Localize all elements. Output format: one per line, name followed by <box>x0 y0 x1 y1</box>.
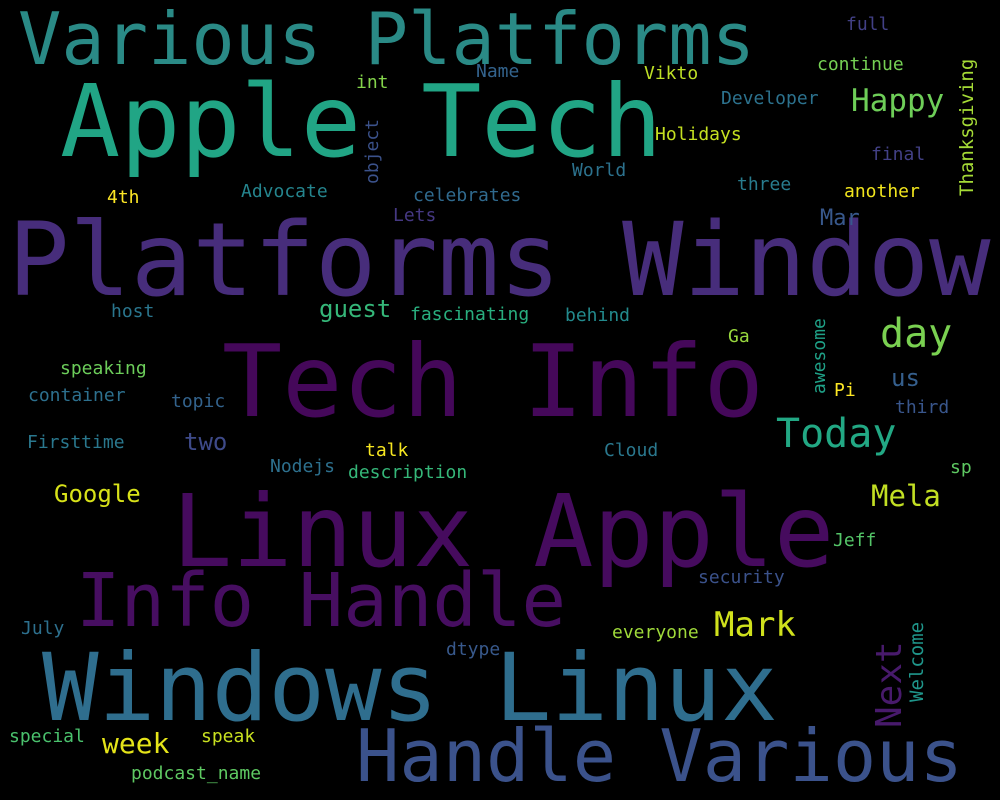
word-jeff: Jeff <box>833 530 877 551</box>
word-holidays: Holidays <box>655 124 742 145</box>
word-mark: Mark <box>714 605 796 645</box>
word-vikto: Vikto <box>644 63 699 84</box>
word-speak: speak <box>201 726 256 747</box>
word-developer: Developer <box>721 88 819 109</box>
word-4th: 4th <box>107 187 140 208</box>
word-nodejs: Nodejs <box>270 456 336 477</box>
word-cloud: Cloud <box>604 440 659 461</box>
word-thanksgiving: Thanksgiving <box>956 58 978 196</box>
word-day: day <box>880 311 953 357</box>
word-continue: continue <box>817 54 904 75</box>
word-final: final <box>871 144 926 165</box>
word-talk: talk <box>365 440 409 461</box>
word-sp: sp <box>950 457 972 478</box>
word-today: Today <box>776 411 897 457</box>
word-mar: Mar <box>820 206 860 231</box>
word-awesome: awesome <box>809 318 830 394</box>
word-guest: guest <box>319 295 392 323</box>
word-description: description <box>348 462 468 483</box>
word-ga: Ga <box>728 326 750 347</box>
word-welcome: Welcome <box>906 621 928 702</box>
word-security: security <box>698 567 785 588</box>
word-another: another <box>844 181 920 202</box>
word-handle-various: Handle Various <box>356 714 963 798</box>
word-next: Next <box>869 641 910 728</box>
word-int: int <box>356 72 389 93</box>
word-windows-linux: Windows Linux <box>42 634 778 743</box>
word-container: container <box>28 385 126 406</box>
word-speaking: speaking <box>60 358 147 379</box>
word-info-handle: Info Handle <box>76 558 567 644</box>
word-third: third <box>895 397 950 418</box>
word-two: two <box>184 428 228 456</box>
word-dtype: dtype <box>446 639 501 660</box>
word-firsttime: Firsttime <box>27 432 125 453</box>
word-google: Google <box>54 480 141 508</box>
word-lets: Lets <box>393 205 437 226</box>
word-celebrates: celebrates <box>413 185 522 206</box>
word-happy: Happy <box>851 83 945 119</box>
word-week: week <box>102 727 170 760</box>
word-mela: Mela <box>871 479 941 513</box>
word-object: object <box>362 118 383 184</box>
word-july: July <box>21 618 65 639</box>
word-platforms-windows: Platforms Windows <box>8 201 1000 320</box>
word-three: three <box>737 174 792 195</box>
word-full: full <box>846 14 890 35</box>
word-host: host <box>111 301 155 322</box>
word-advocate: Advocate <box>241 181 328 202</box>
word-pi: Pi <box>834 380 856 401</box>
word-everyone: everyone <box>612 622 699 643</box>
word-tech-info: Tech Info <box>222 323 764 440</box>
word-apple-tech: Apple Tech <box>60 63 663 180</box>
word-world: World <box>572 160 627 181</box>
word-special: special <box>9 726 85 747</box>
word-various-platforms: Various Platforms <box>18 0 755 81</box>
word-podcast-name: podcast_name <box>131 763 262 784</box>
word-fascinating: fascinating <box>410 304 530 325</box>
word-name: Name <box>476 61 520 82</box>
word-linux-apple: Linux Apple <box>172 473 835 590</box>
word-topic: topic <box>171 391 226 412</box>
word-behind: behind <box>565 305 631 326</box>
word-us: us <box>891 364 920 392</box>
